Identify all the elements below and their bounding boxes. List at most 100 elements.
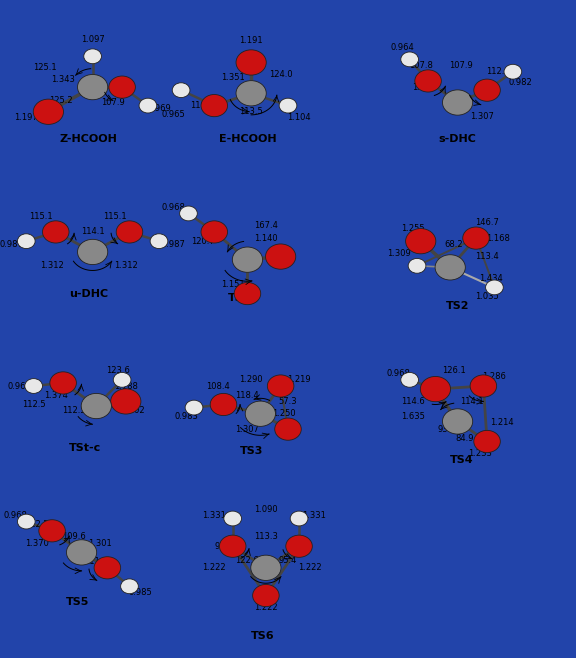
Text: 1.090: 1.090 <box>254 505 278 514</box>
Text: 1.290: 1.290 <box>239 375 263 384</box>
Text: 114.1: 114.1 <box>81 228 104 236</box>
Text: 1.635: 1.635 <box>401 413 425 421</box>
Text: 0.985: 0.985 <box>128 588 153 597</box>
Text: 114.1: 114.1 <box>460 397 484 406</box>
Text: 113.3: 113.3 <box>254 532 278 542</box>
Text: 118.4: 118.4 <box>236 391 259 400</box>
Circle shape <box>120 579 138 594</box>
Text: 110.3: 110.3 <box>191 101 214 110</box>
Text: 107.8: 107.8 <box>409 61 433 70</box>
Text: TSt-c: TSt-c <box>69 443 101 453</box>
Circle shape <box>442 90 473 115</box>
Text: 126.1: 126.1 <box>442 366 466 375</box>
Circle shape <box>474 79 501 101</box>
Circle shape <box>111 389 141 414</box>
Circle shape <box>267 375 294 397</box>
Text: 1.307: 1.307 <box>469 112 494 121</box>
Circle shape <box>116 221 143 243</box>
Circle shape <box>113 372 131 388</box>
Circle shape <box>33 99 63 124</box>
Text: 1.312: 1.312 <box>40 261 64 270</box>
Text: TS6: TS6 <box>251 630 274 641</box>
Text: 68.2: 68.2 <box>445 240 463 249</box>
Circle shape <box>219 535 246 557</box>
Circle shape <box>94 557 120 579</box>
Text: 1.222: 1.222 <box>298 563 322 572</box>
Text: 0.965: 0.965 <box>7 382 31 390</box>
Text: 115.1: 115.1 <box>29 212 53 221</box>
Text: 69.1: 69.1 <box>437 258 456 267</box>
Text: 111.8: 111.8 <box>85 557 108 566</box>
Text: 1.035: 1.035 <box>475 292 499 301</box>
Text: 112.5: 112.5 <box>62 406 86 415</box>
Text: 1.331: 1.331 <box>202 511 226 520</box>
Circle shape <box>43 221 69 243</box>
Text: Z-HCOOH: Z-HCOOH <box>60 134 118 145</box>
Circle shape <box>201 95 228 116</box>
Circle shape <box>185 400 203 415</box>
Circle shape <box>275 418 301 440</box>
Text: 125.1: 125.1 <box>33 63 56 72</box>
Circle shape <box>504 64 522 79</box>
Text: 0.968: 0.968 <box>162 203 185 212</box>
Text: TS5: TS5 <box>66 597 89 607</box>
Circle shape <box>463 227 489 249</box>
Text: 0.968: 0.968 <box>386 369 411 378</box>
Text: 112.1: 112.1 <box>486 67 510 76</box>
Circle shape <box>253 584 279 607</box>
Text: 109.6: 109.6 <box>62 532 86 542</box>
Circle shape <box>78 240 108 265</box>
Circle shape <box>408 259 426 273</box>
Text: 1.197: 1.197 <box>14 113 38 122</box>
Text: 120.7: 120.7 <box>191 237 215 245</box>
Text: 0.968: 0.968 <box>3 511 27 520</box>
Circle shape <box>245 401 275 426</box>
Text: 0.982: 0.982 <box>509 78 532 87</box>
Text: 1.140: 1.140 <box>254 234 278 243</box>
Circle shape <box>486 280 503 295</box>
Text: 1.219: 1.219 <box>287 375 311 384</box>
Text: 113.5: 113.5 <box>239 107 263 116</box>
Circle shape <box>81 393 111 418</box>
Text: 1.188: 1.188 <box>114 382 138 390</box>
Circle shape <box>266 244 295 269</box>
Circle shape <box>401 372 419 388</box>
Text: 1.312: 1.312 <box>114 261 138 270</box>
Circle shape <box>236 50 266 75</box>
Text: 0.987: 0.987 <box>162 240 185 249</box>
Circle shape <box>251 555 281 580</box>
Circle shape <box>139 98 157 113</box>
Circle shape <box>470 375 497 397</box>
Text: 1.374: 1.374 <box>44 391 68 400</box>
Text: 84.9: 84.9 <box>456 434 474 443</box>
Text: 0.965: 0.965 <box>162 111 185 119</box>
Circle shape <box>39 520 65 542</box>
Text: E-HCOOH: E-HCOOH <box>219 134 276 145</box>
Text: 113.4: 113.4 <box>475 252 499 261</box>
Text: 1.331: 1.331 <box>302 511 326 520</box>
Text: 0.969: 0.969 <box>147 104 171 113</box>
Circle shape <box>236 81 266 106</box>
Circle shape <box>286 535 312 557</box>
Circle shape <box>66 540 97 565</box>
Circle shape <box>420 376 450 402</box>
Circle shape <box>232 247 263 272</box>
Circle shape <box>234 282 261 305</box>
Circle shape <box>406 228 436 254</box>
Text: TS4: TS4 <box>449 455 473 465</box>
Text: 95.4: 95.4 <box>214 542 233 551</box>
Text: u-DHC: u-DHC <box>69 289 108 299</box>
Text: 1.434: 1.434 <box>479 274 503 283</box>
Text: 1.233: 1.233 <box>468 449 492 458</box>
Text: 0.964: 0.964 <box>391 43 414 51</box>
Text: 1.301: 1.301 <box>88 539 112 547</box>
Text: TS3: TS3 <box>240 445 263 456</box>
Text: 57.3: 57.3 <box>279 397 297 406</box>
Circle shape <box>401 52 419 66</box>
Circle shape <box>474 430 501 453</box>
Circle shape <box>435 255 465 280</box>
Text: 1.351: 1.351 <box>221 74 245 82</box>
Text: 1.307: 1.307 <box>236 424 259 434</box>
Text: 93.9: 93.9 <box>234 255 253 264</box>
Text: 95.4: 95.4 <box>279 555 297 565</box>
